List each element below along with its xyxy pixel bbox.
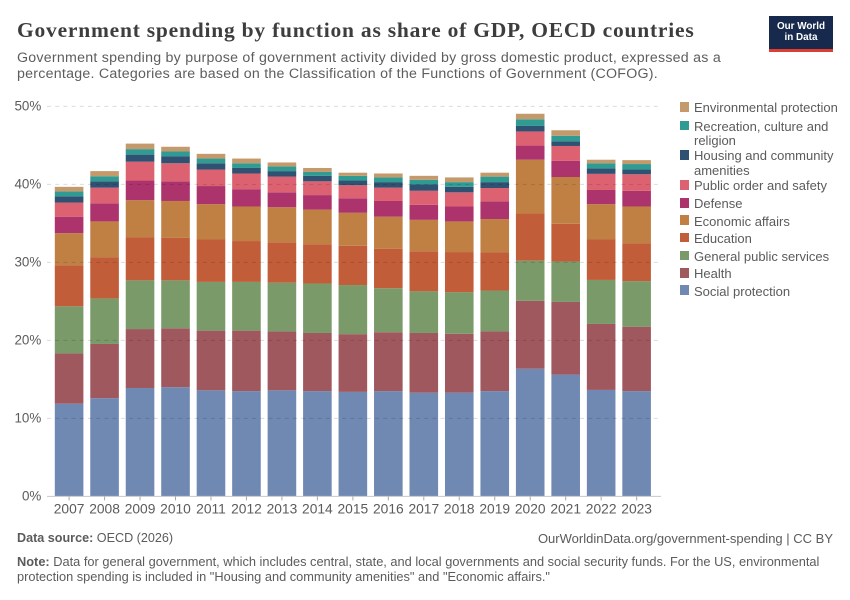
svg-text:50%: 50%	[14, 99, 41, 114]
svg-text:2019: 2019	[479, 502, 510, 517]
svg-text:0%: 0%	[22, 489, 41, 504]
svg-text:2010: 2010	[160, 502, 191, 517]
svg-text:20%: 20%	[14, 333, 41, 348]
svg-text:2017: 2017	[408, 502, 439, 517]
svg-text:2020: 2020	[515, 502, 546, 517]
svg-text:2022: 2022	[586, 502, 617, 517]
svg-text:2021: 2021	[550, 502, 581, 517]
svg-text:2008: 2008	[89, 502, 120, 517]
svg-text:2012: 2012	[231, 502, 262, 517]
svg-text:2009: 2009	[125, 502, 156, 517]
svg-text:2018: 2018	[444, 502, 475, 517]
svg-text:2015: 2015	[338, 502, 369, 517]
svg-text:40%: 40%	[14, 177, 41, 192]
svg-text:30%: 30%	[14, 255, 41, 270]
svg-text:2016: 2016	[373, 502, 404, 517]
svg-text:10%: 10%	[14, 411, 41, 426]
svg-text:2007: 2007	[54, 502, 85, 517]
svg-text:2014: 2014	[302, 502, 333, 517]
svg-text:2011: 2011	[196, 502, 226, 517]
svg-text:2023: 2023	[621, 502, 652, 517]
svg-text:2013: 2013	[267, 502, 298, 517]
